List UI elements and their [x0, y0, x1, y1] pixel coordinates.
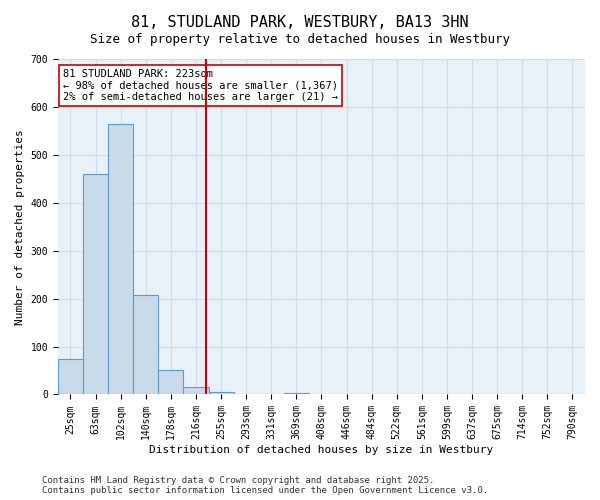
Bar — [284, 393, 309, 394]
Bar — [108, 124, 133, 394]
Bar — [184, 388, 209, 394]
Text: Size of property relative to detached houses in Westbury: Size of property relative to detached ho… — [90, 32, 510, 46]
Bar — [83, 174, 108, 394]
Bar — [209, 392, 233, 394]
Text: Contains HM Land Registry data © Crown copyright and database right 2025.
Contai: Contains HM Land Registry data © Crown c… — [42, 476, 488, 495]
Y-axis label: Number of detached properties: Number of detached properties — [15, 129, 25, 324]
Text: 81 STUDLAND PARK: 223sqm
← 98% of detached houses are smaller (1,367)
2% of semi: 81 STUDLAND PARK: 223sqm ← 98% of detach… — [63, 69, 338, 102]
Bar — [133, 296, 158, 394]
X-axis label: Distribution of detached houses by size in Westbury: Distribution of detached houses by size … — [149, 445, 494, 455]
Bar — [158, 370, 184, 394]
Text: 81, STUDLAND PARK, WESTBURY, BA13 3HN: 81, STUDLAND PARK, WESTBURY, BA13 3HN — [131, 15, 469, 30]
Bar — [58, 358, 83, 394]
